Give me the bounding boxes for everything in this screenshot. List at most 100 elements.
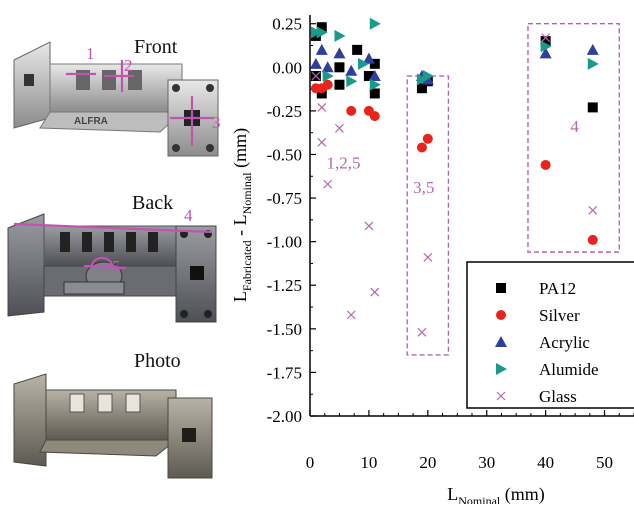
- point-triangle-right: [316, 26, 328, 39]
- point-square: [363, 71, 374, 82]
- y-tick-label: 0.25: [272, 15, 302, 34]
- point-square: [496, 283, 506, 293]
- legend-label: Acrylic: [539, 333, 590, 352]
- point-circle: [416, 142, 427, 153]
- legend-label: Silver: [539, 306, 580, 325]
- point-square: [352, 44, 363, 55]
- callout-1: 1: [86, 44, 95, 63]
- point-square: [334, 79, 345, 90]
- point-x: [588, 205, 598, 215]
- point-x: [370, 287, 380, 297]
- region-label: 4: [570, 117, 579, 136]
- chart-axes: 0.25 0.00 -0.25 -0.50 -0.75 -1.00 -1.25 -1.50 -1…: [230, 15, 634, 504]
- y-tick-label: -0.75: [267, 189, 302, 208]
- point-x-stroke: [588, 205, 598, 215]
- point-triangle-up: [368, 70, 381, 82]
- point-x-stroke: [317, 137, 327, 147]
- brand-text: ALFRA: [74, 116, 108, 127]
- y-tick-label: -0.25: [267, 102, 302, 121]
- point-square: [334, 62, 345, 73]
- y-tick-label: -1.50: [267, 320, 302, 339]
- point-triangle-up: [362, 52, 375, 64]
- point-triangle-right: [540, 40, 552, 53]
- front-render: ALFRA 1 2 3: [13, 41, 221, 157]
- point-triangle-up: [539, 47, 552, 59]
- point-x-stroke: [417, 327, 427, 337]
- point-triangle-up: [333, 47, 346, 59]
- point-x: [317, 102, 327, 112]
- callout-5: 5: [112, 257, 121, 276]
- point-square: [587, 102, 598, 113]
- x-tick-label: 50: [596, 453, 613, 472]
- front-label: Front: [134, 36, 178, 58]
- point-x: [364, 221, 374, 231]
- point-triangle-up: [315, 43, 328, 55]
- point-triangle-right: [369, 17, 381, 30]
- point-triangle-right: [496, 363, 507, 375]
- series-glass: [311, 33, 598, 337]
- x-tick-label: 30: [478, 453, 495, 472]
- x-axis-label: LNominal (mm): [447, 484, 545, 504]
- point-circle: [496, 310, 506, 320]
- point-x: [323, 179, 333, 189]
- point-x-stroke: [496, 391, 506, 401]
- point-square: [369, 88, 380, 99]
- illustration-svg: ALFRA 1 2 3: [7, 41, 221, 479]
- region-label: 3,5: [413, 178, 434, 197]
- x-tick-label: 10: [360, 453, 377, 472]
- point-triangle-right: [369, 78, 381, 91]
- legend-box: [466, 261, 634, 409]
- point-square: [540, 36, 551, 47]
- point-x: [346, 310, 356, 320]
- region-box: [406, 75, 450, 356]
- point-triangle-up: [345, 64, 358, 76]
- point-square: [416, 83, 427, 94]
- x-tick-label: 0: [306, 453, 315, 472]
- point-circle: [540, 159, 551, 170]
- photo-label: Photo: [134, 350, 181, 372]
- point-triangle-right: [358, 57, 370, 70]
- y-tick-label: -1.25: [267, 276, 302, 295]
- point-triangle-right: [322, 70, 334, 83]
- chart-legend: PA12 Silver Acrylic Alumide Glass: [466, 261, 634, 409]
- point-x-stroke: [335, 123, 344, 133]
- series-pa12: [310, 22, 598, 113]
- legend-label: Alumide: [539, 360, 599, 379]
- point-triangle-up: [321, 61, 334, 73]
- point-x-stroke: [346, 310, 356, 320]
- point-triangle-right: [416, 73, 428, 86]
- point-triangle-right: [334, 29, 346, 42]
- point-x-stroke: [323, 179, 333, 189]
- point-x-stroke: [370, 287, 380, 297]
- point-x: [335, 123, 344, 133]
- point-x-stroke: [311, 71, 321, 81]
- y-axis-label: LFabricated - LNominal (mm): [230, 128, 254, 302]
- point-circle: [346, 105, 357, 116]
- point-triangle-up: [309, 57, 322, 69]
- point-x: [311, 71, 321, 81]
- point-triangle-up: [586, 43, 599, 55]
- point-square: [310, 30, 321, 41]
- back-render: 4 5: [7, 206, 217, 323]
- region-label: 1,2,5: [326, 153, 360, 172]
- y-tick-label: -1.75: [267, 363, 302, 382]
- point-square: [316, 88, 327, 99]
- point-x: [417, 327, 427, 337]
- point-square: [316, 22, 327, 33]
- y-tick-label: -2.00: [267, 407, 302, 426]
- x-tick-label: 20: [419, 453, 436, 472]
- y-tick-label: -1.00: [267, 233, 302, 252]
- region-boxes: 1,2,5 3,5 4: [326, 23, 620, 356]
- point-x-stroke: [317, 102, 327, 112]
- point-circle: [369, 111, 380, 122]
- callout-3: 3: [212, 113, 221, 132]
- point-x-stroke: [541, 33, 551, 43]
- callout-4: 4: [184, 206, 193, 225]
- point-triangle-right: [346, 75, 358, 88]
- legend-label: PA12: [539, 279, 576, 298]
- point-x: [496, 391, 506, 401]
- series-silver: [310, 79, 598, 245]
- photo-render: [13, 373, 213, 479]
- series-alumide: [310, 17, 599, 91]
